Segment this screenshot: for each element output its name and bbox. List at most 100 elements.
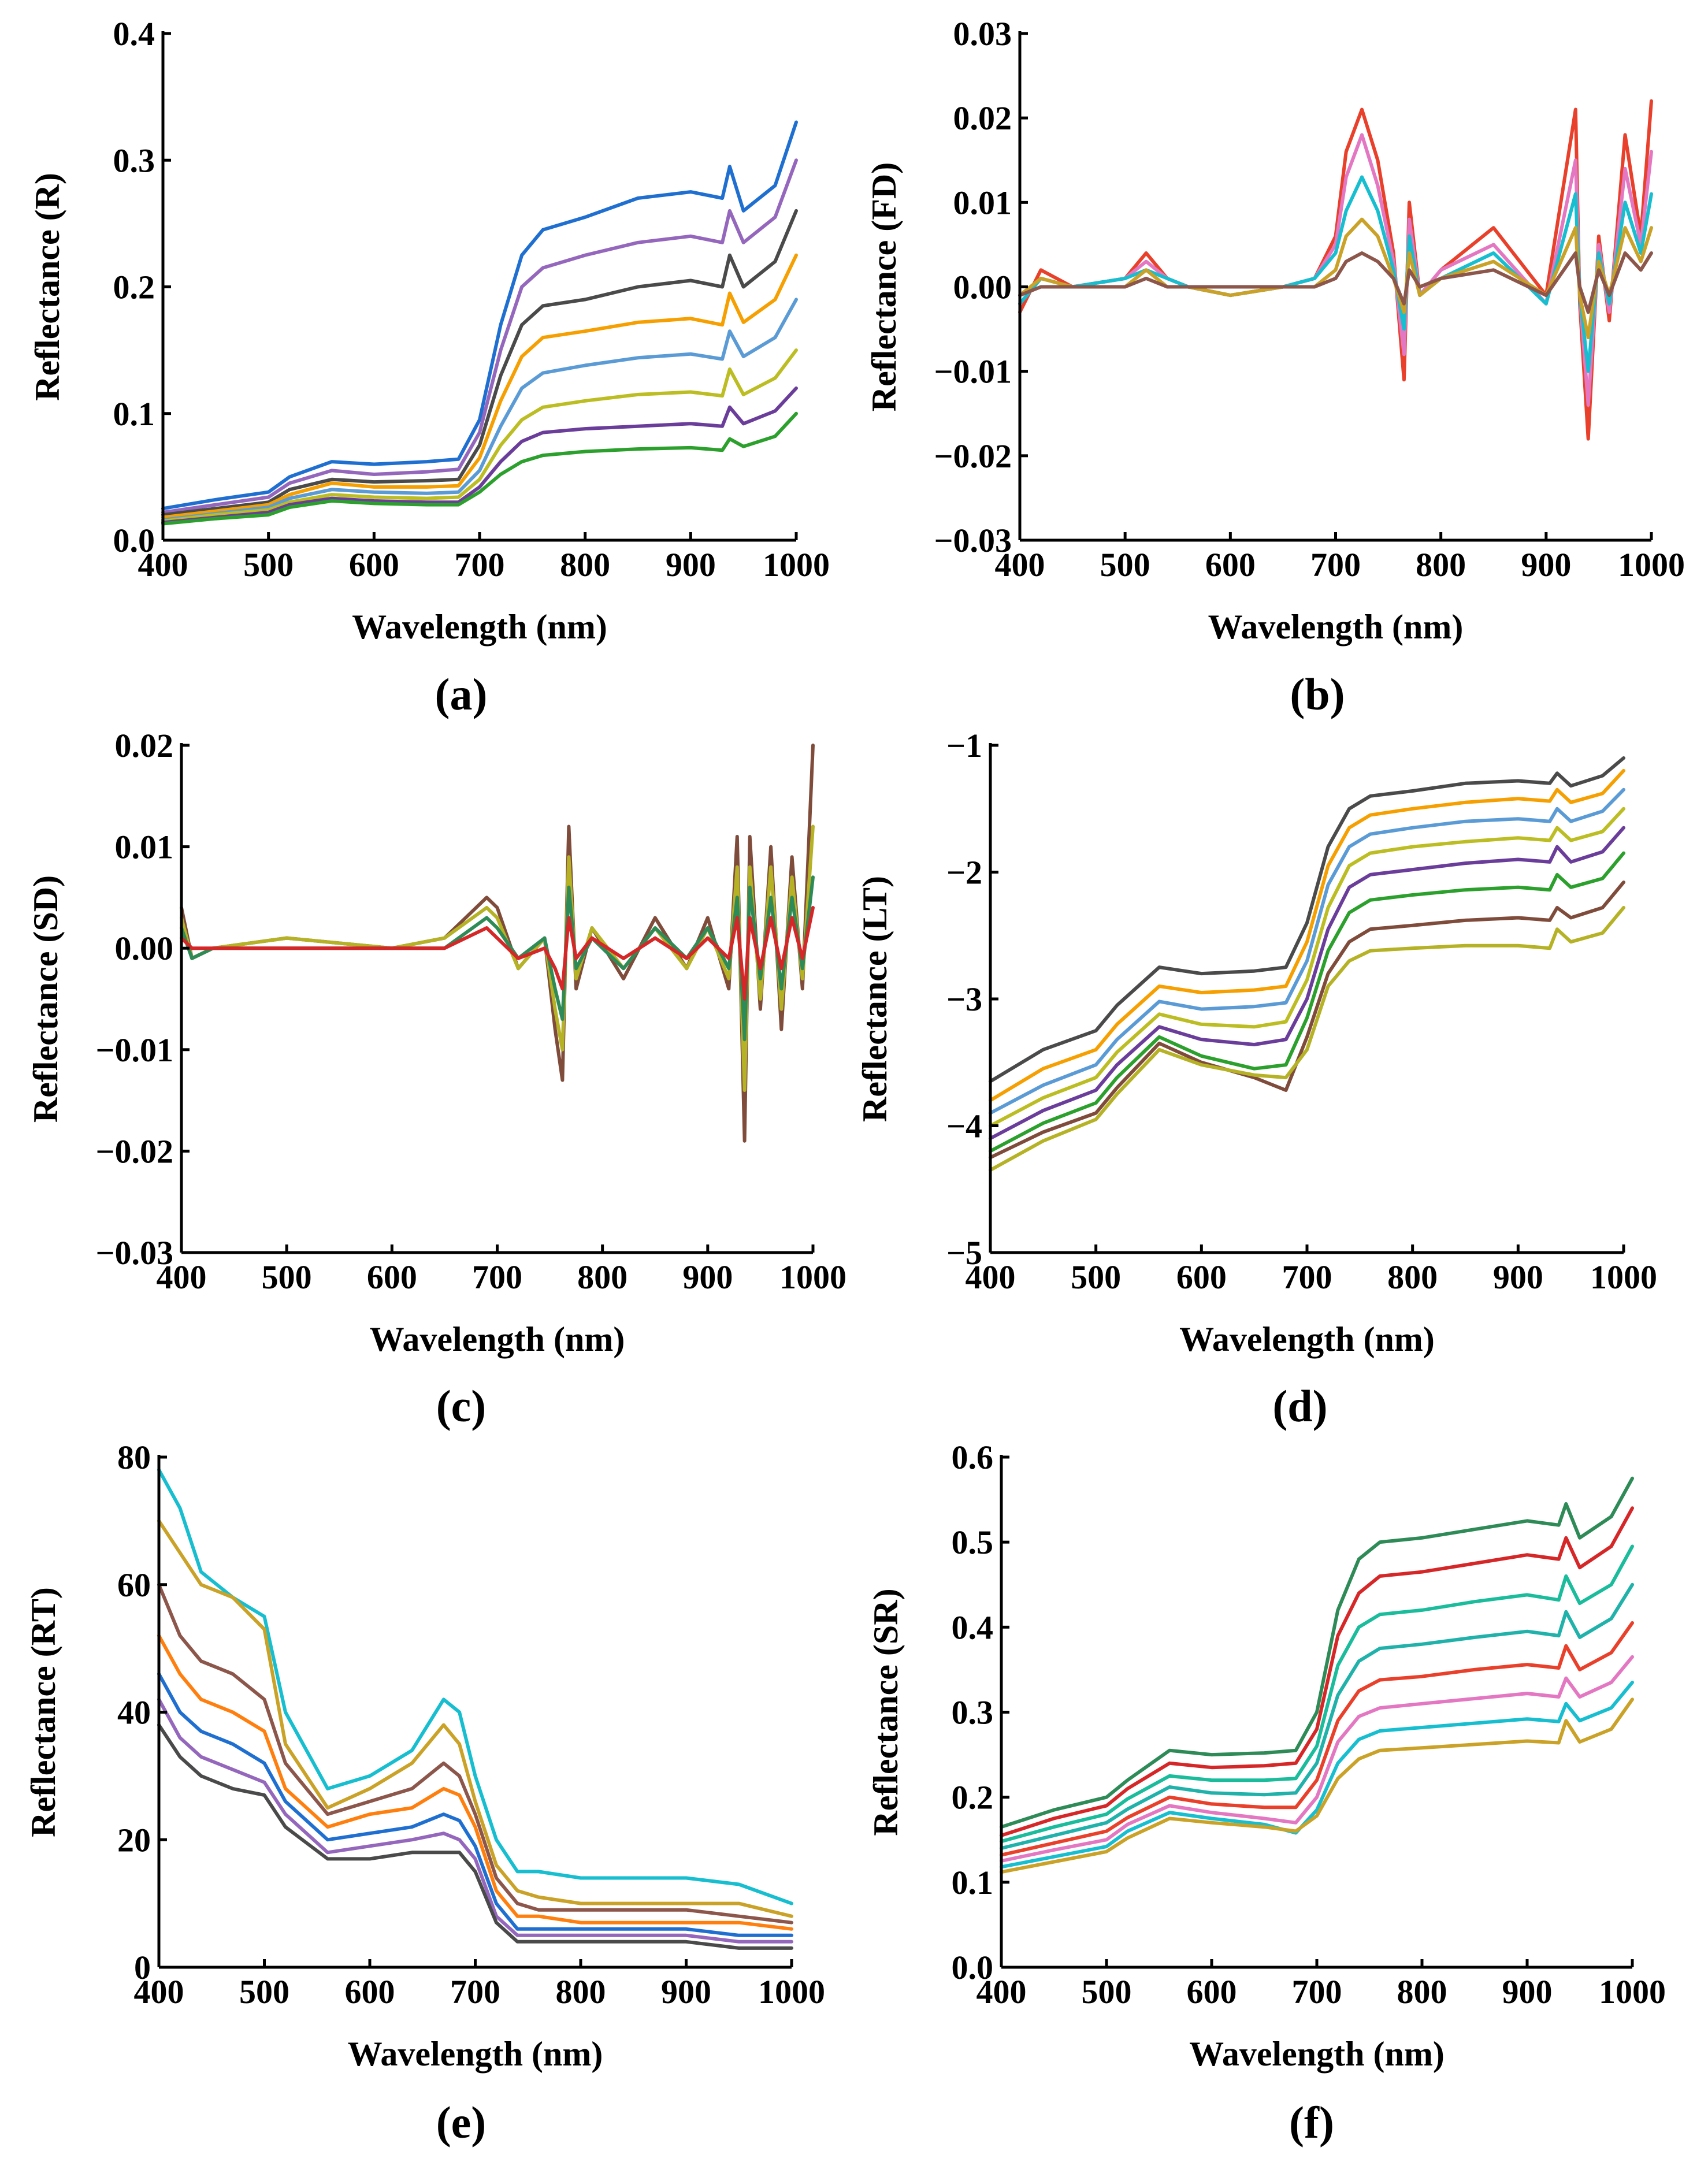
series-line-e-1 xyxy=(157,1468,793,1905)
chart-panel-a: 400 500 600 700 800 900 1000 0.0 0.1 0.2 0.3 0.4 Wav… xyxy=(28,15,830,719)
series-line-d-6 xyxy=(989,851,1625,1153)
y-tick-label-e-3: 60 xyxy=(117,1566,151,1604)
series-line-b-3 xyxy=(1018,175,1653,373)
x-tick-label-f-900: 900 xyxy=(1502,1973,1553,2011)
series-line-e-2 xyxy=(157,1519,793,1918)
series-line-d-1 xyxy=(989,756,1625,1083)
x-axis-title-b: Wavelength (nm) xyxy=(1208,608,1464,646)
x-tick-label-e-600: 600 xyxy=(345,1973,395,2011)
series-line-e-7 xyxy=(157,1723,793,1950)
series-line-d-2 xyxy=(989,768,1625,1102)
panel-label-d: (d) xyxy=(1272,1381,1327,1431)
y-tick-label-a-3: 0.3 xyxy=(113,142,155,179)
y-axis-title-a: Reflectance (R) xyxy=(28,173,66,401)
series-line-b-2 xyxy=(1018,133,1653,407)
panel-label-a: (a) xyxy=(435,669,488,719)
series-line-e-5 xyxy=(157,1672,793,1937)
series-group-d xyxy=(989,756,1625,1172)
y-tick-label-f-1: 0.1 xyxy=(952,1864,994,1901)
y-tick-label-e-2: 40 xyxy=(117,1694,151,1732)
x-tick-label-f-500: 500 xyxy=(1082,1973,1132,2011)
x-tick-label-c-900: 900 xyxy=(682,1258,733,1296)
x-tick-label-d-400: 400 xyxy=(966,1258,1016,1296)
y-axis-title-f: Reflectance (SR) xyxy=(867,1588,905,1836)
y-tick-label-c-1: −0.02 xyxy=(95,1132,173,1170)
x-tick-label-a-900: 900 xyxy=(666,546,716,584)
x-tick-label-e-1000: 1000 xyxy=(758,1973,825,2011)
y-tick-label-e-1: 20 xyxy=(117,1821,151,1859)
y-tick-label-b-4: 0.01 xyxy=(953,184,1012,221)
x-tick-label-c-1000: 1000 xyxy=(779,1258,846,1296)
x-tick-label-d-500: 500 xyxy=(1071,1258,1121,1296)
series-line-f-7 xyxy=(1000,1681,1634,1869)
series-line-f-4 xyxy=(1000,1582,1634,1850)
series-line-a-6 xyxy=(161,348,798,523)
series-line-f-8 xyxy=(1000,1697,1634,1874)
series-group-f xyxy=(1000,1476,1634,1874)
x-tick-label-c-600: 600 xyxy=(367,1258,417,1296)
x-tick-label-b-800: 800 xyxy=(1416,546,1466,584)
panel-label-b: (b) xyxy=(1290,669,1345,719)
x-axis-title-f: Wavelength (nm) xyxy=(1189,2035,1445,2073)
series-line-f-1 xyxy=(1000,1476,1634,1829)
x-axis-title-a: Wavelength (nm) xyxy=(352,608,607,646)
chart-panel-f: 400 500 600 700 800 900 1000 0.0 0.1 0.2 0.3 0.4 0.5… xyxy=(867,1439,1666,2148)
y-tick-label-b-6: 0.03 xyxy=(953,15,1012,53)
x-tick-label-a-800: 800 xyxy=(560,546,610,584)
x-axis-title-d: Wavelength (nm) xyxy=(1179,1320,1435,1358)
y-tick-label-f-0: 0.0 xyxy=(952,1949,994,1986)
x-tick-label-e-800: 800 xyxy=(556,1973,606,2011)
x-tick-label-a-1000: 1000 xyxy=(763,546,830,584)
y-tick-label-b-5: 0.02 xyxy=(953,99,1012,137)
series-line-d-5 xyxy=(989,826,1625,1140)
x-tick-label-f-700: 700 xyxy=(1292,1973,1342,2011)
y-tick-label-f-5: 0.5 xyxy=(952,1524,994,1561)
y-tick-label-e-0: 0 xyxy=(134,1949,151,1986)
x-tick-label-e-700: 700 xyxy=(450,1973,500,2011)
y-tick-label-c-2: −0.01 xyxy=(95,1031,173,1069)
y-tick-label-c-3: 0.00 xyxy=(115,930,174,967)
y-tick-label-d-4: −1 xyxy=(946,727,982,764)
x-tick-label-b-600: 600 xyxy=(1205,546,1256,584)
y-tick-label-d-3: −2 xyxy=(946,854,982,891)
x-tick-label-f-600: 600 xyxy=(1187,1973,1237,2011)
y-tick-label-f-3: 0.3 xyxy=(952,1694,994,1732)
series-group-a xyxy=(161,120,798,526)
x-tick-label-d-600: 600 xyxy=(1176,1258,1227,1296)
series-line-f-5 xyxy=(1000,1621,1634,1857)
chart-panel-d: 400 500 600 700 800 900 1000 −5 −4 −3 −2 −1 Waveleng… xyxy=(856,727,1657,1431)
x-tick-label-b-400: 400 xyxy=(995,546,1045,584)
x-tick-label-a-400: 400 xyxy=(138,546,188,584)
y-tick-label-c-0: −0.03 xyxy=(95,1234,173,1272)
y-tick-label-b-3: 0.00 xyxy=(953,269,1012,306)
x-axis-title-c: Wavelength (nm) xyxy=(370,1320,625,1358)
y-tick-label-d-0: −5 xyxy=(946,1234,982,1272)
x-tick-label-e-500: 500 xyxy=(239,1973,289,2011)
series-line-d-8 xyxy=(989,906,1625,1172)
x-tick-label-c-700: 700 xyxy=(472,1258,522,1296)
y-tick-label-a-1: 0.1 xyxy=(113,395,155,433)
x-tick-label-d-800: 800 xyxy=(1387,1258,1438,1296)
x-tick-label-a-700: 700 xyxy=(455,546,505,584)
series-line-b-5 xyxy=(1018,251,1653,314)
x-tick-label-b-500: 500 xyxy=(1100,546,1150,584)
series-line-d-3 xyxy=(989,787,1625,1115)
x-tick-label-a-500: 500 xyxy=(243,546,294,584)
y-tick-label-d-2: −3 xyxy=(946,980,982,1018)
y-tick-label-c-4: 0.01 xyxy=(115,828,174,866)
y-tick-label-d-1: −4 xyxy=(946,1108,982,1145)
y-axis-title-c: Reflectance (SD) xyxy=(27,875,65,1123)
x-axis-title-e: Wavelength (nm) xyxy=(348,2035,603,2073)
series-line-a-1 xyxy=(161,120,798,511)
y-tick-label-b-2: −0.01 xyxy=(934,353,1012,391)
x-tick-label-b-1000: 1000 xyxy=(1618,546,1685,584)
chart-panel-c: 400 500 600 700 800 900 1000 −0.03 −0.02 −0.01 0.0… xyxy=(27,727,846,1431)
y-tick-label-c-5: 0.02 xyxy=(115,727,174,764)
series-line-f-2 xyxy=(1000,1506,1634,1837)
series-line-d-7 xyxy=(989,880,1625,1160)
x-tick-label-d-700: 700 xyxy=(1282,1258,1332,1296)
series-line-a-3 xyxy=(161,209,798,517)
x-tick-label-e-400: 400 xyxy=(134,1973,184,2011)
y-tick-label-b-0: −0.03 xyxy=(934,522,1012,559)
